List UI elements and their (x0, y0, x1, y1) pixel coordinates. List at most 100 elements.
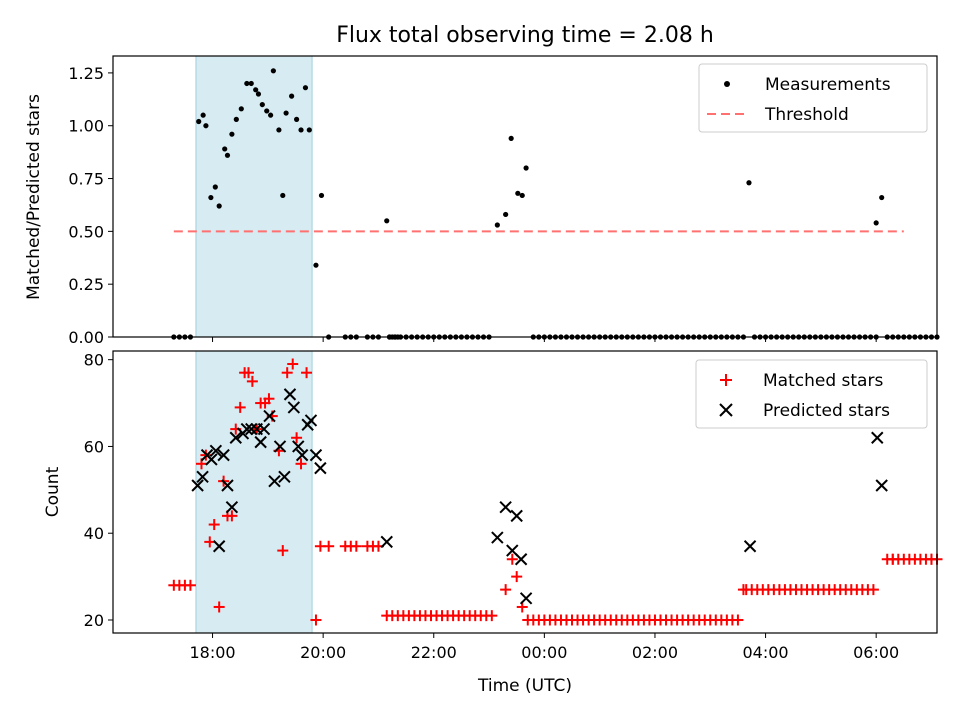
predicted-point (191, 479, 204, 492)
predicted-point (217, 448, 230, 462)
xtick-label: 04:00 (743, 643, 789, 662)
bottom-ytick-label: 60 (84, 437, 104, 456)
measurement-point (270, 68, 276, 74)
matched-point (506, 553, 518, 565)
matched-point (226, 510, 238, 522)
measurement-point (746, 180, 752, 186)
measurement-point (503, 211, 509, 218)
matched-point (295, 458, 307, 470)
predicted-point (309, 448, 323, 462)
measurement-point (313, 262, 319, 268)
measurement-point (244, 80, 250, 87)
measurement-point (216, 203, 222, 209)
predicted-point (221, 479, 234, 492)
matched-point (263, 393, 275, 405)
measurement-point (200, 112, 206, 118)
top-ytick-label: 0.25 (68, 275, 104, 294)
measurement-point (259, 101, 265, 108)
predicted-point (205, 453, 218, 466)
measurement-point (519, 192, 525, 199)
measurement-point (224, 152, 231, 158)
matched-point (867, 584, 879, 596)
top-ylabel: Matched/Predicted stars (24, 94, 44, 300)
legend-threshold-label: Threshold (764, 105, 849, 125)
predicted-point (229, 431, 242, 444)
x-axis-label: Time (UTC) (477, 676, 572, 696)
measurement-point (318, 192, 325, 199)
legend-matched-label: Matched stars (763, 371, 883, 391)
bottom-ytick-label: 40 (84, 524, 104, 543)
legend-predicted-marker (719, 403, 733, 417)
measurement-point (879, 194, 885, 201)
bottom-ytick-label: 80 (84, 351, 104, 370)
predicted-point (212, 540, 226, 553)
top-ytick-label: 1.00 (68, 117, 104, 136)
matched-point (301, 367, 313, 379)
top-axes: 0.00 0.25 0.50 0.75 1.00 1.25 Matched/Predict… (24, 55, 940, 347)
matched-point (234, 401, 246, 413)
bottom-highlight-span (195, 350, 313, 634)
measurement-point (508, 135, 514, 141)
predicted-point (380, 535, 393, 549)
matched-point (281, 367, 293, 379)
measurement-point (212, 184, 218, 190)
bottom-axes-frame (112, 350, 938, 634)
predicted-point (283, 388, 297, 401)
predicted-point (871, 431, 884, 444)
measurement-point (384, 218, 390, 224)
predicted-point (875, 479, 888, 492)
xtick-label: 02:00 (632, 643, 678, 662)
measurement-point (268, 112, 274, 118)
measurement-point (280, 192, 286, 199)
bottom-legend: Matched stars Predicted stars (695, 359, 928, 429)
top-ytick-label: 0.50 (68, 222, 104, 241)
matched-point (732, 614, 744, 626)
matched-point (184, 579, 196, 591)
predicted-point (196, 470, 209, 484)
xtick-label: 00:00 (521, 643, 567, 662)
predicted-point (273, 440, 287, 453)
measurement-point (302, 85, 309, 91)
xtick-label: 06:00 (853, 643, 899, 662)
predicted-point (491, 531, 504, 544)
top-ytick-label: 1.25 (68, 64, 104, 83)
predicted-point (287, 401, 301, 414)
top-ytick-label: 0.00 (68, 328, 104, 347)
measurement-point (196, 118, 202, 125)
legend-measurement-marker (724, 81, 730, 87)
top-axes-frame (112, 55, 938, 338)
measurement-point (238, 106, 244, 112)
measurement-point (264, 108, 270, 114)
measurement-point (289, 93, 295, 99)
measurement-point (248, 80, 254, 87)
legend-measurements-label: Measurements (765, 75, 891, 95)
measurement-point (873, 220, 879, 226)
measurement-point (298, 127, 304, 133)
predicted-point (245, 422, 258, 436)
top-legend: Measurements Threshold (698, 63, 928, 133)
measurement-point (203, 123, 209, 129)
measurement-point (208, 194, 214, 201)
measurement-point (276, 127, 282, 133)
matched-point (242, 367, 254, 379)
measurement-point (523, 165, 529, 171)
predicted-point (510, 509, 523, 523)
measurement-point (222, 146, 228, 152)
xtick-label: 18:00 (189, 643, 235, 662)
measurement-point (294, 116, 300, 122)
measurement-point (255, 91, 262, 97)
predicted-point (743, 540, 757, 553)
predicted-point (295, 448, 309, 462)
predicted-point (257, 422, 271, 436)
top-ytick-label: 0.75 (68, 170, 104, 189)
predicted-point (263, 409, 276, 423)
measurement-point (229, 131, 235, 137)
predicted-point (514, 553, 528, 566)
matched-point (287, 358, 299, 370)
predicted-point (278, 470, 291, 484)
xtick-label: 22:00 (411, 643, 457, 662)
matched-point (208, 519, 220, 531)
legend-matched-marker (720, 374, 732, 386)
measurement-point (233, 116, 239, 122)
